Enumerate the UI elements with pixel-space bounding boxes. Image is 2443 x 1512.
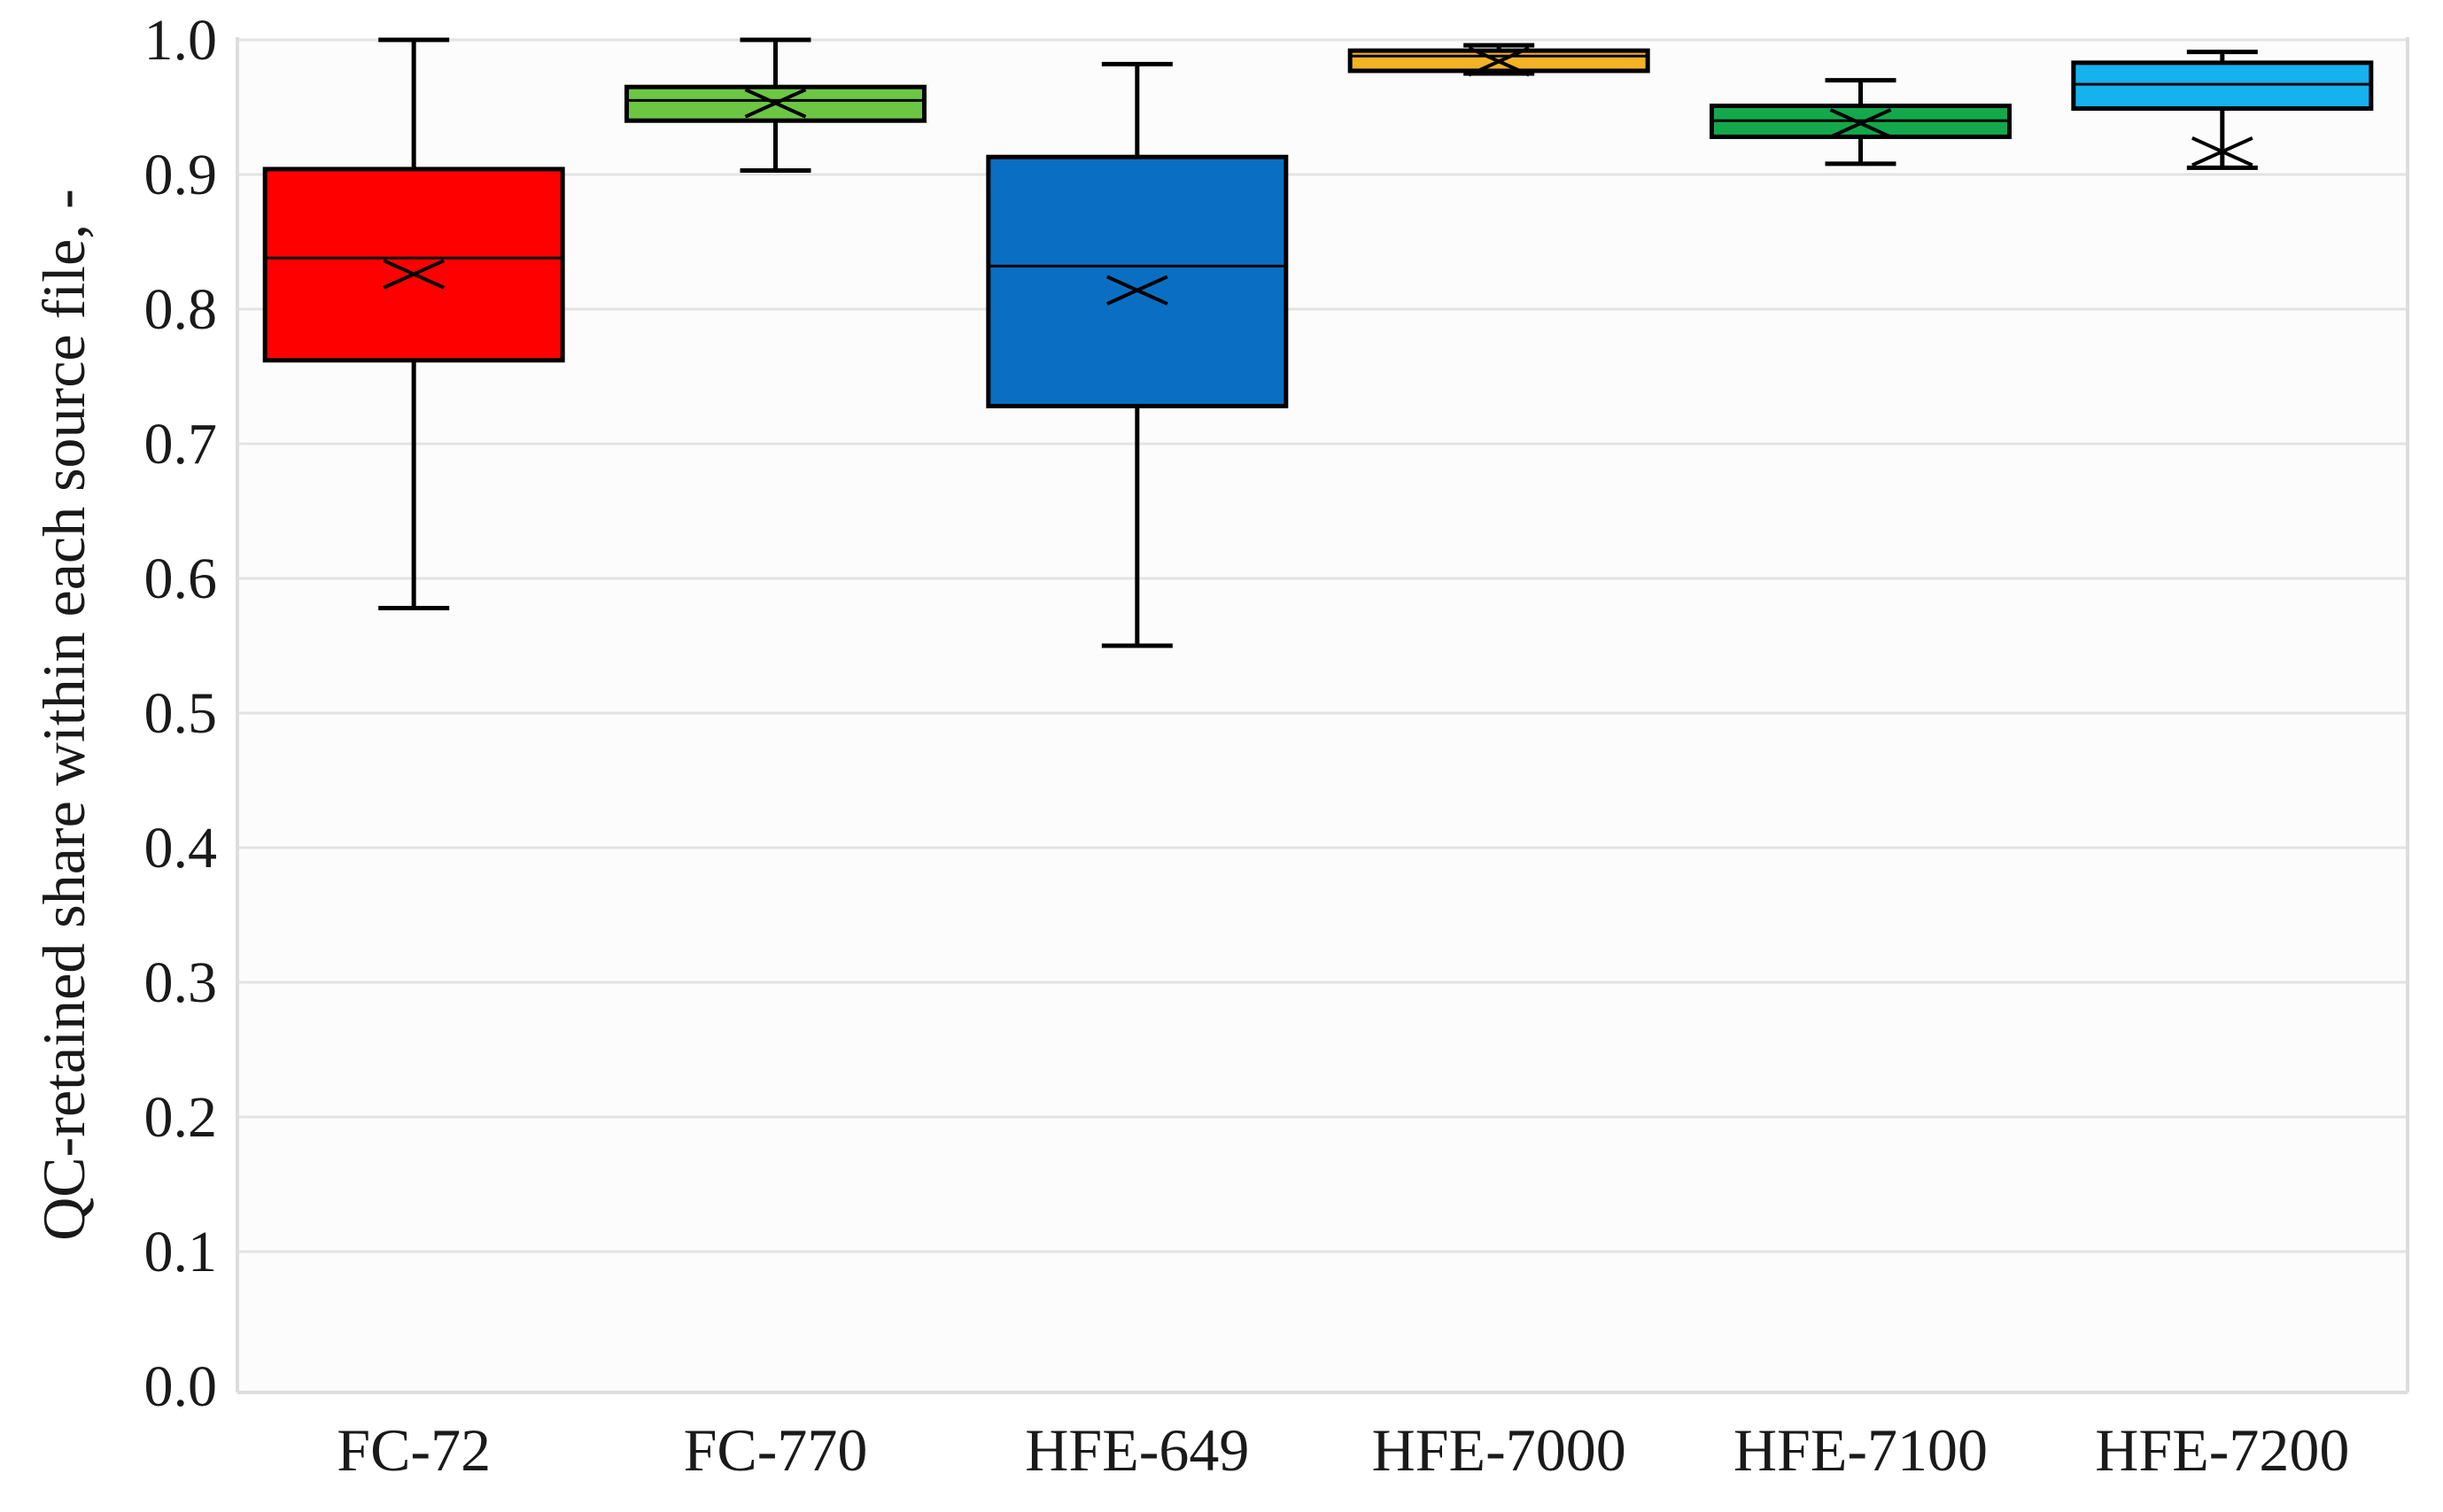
box-hfe-7000 — [1347, 43, 1650, 77]
y-tick-label: 0.3 — [144, 950, 218, 1015]
box-hfe-649 — [986, 61, 1289, 648]
mean-marker — [383, 259, 445, 290]
iqr-box — [2071, 60, 2374, 112]
gridlines — [237, 38, 2408, 1253]
box-hfe-7200 — [2071, 50, 2374, 170]
y-tick-label: 1.0 — [144, 8, 218, 73]
box-series — [262, 37, 2374, 648]
y-tick-label: 0.1 — [144, 1220, 218, 1284]
y-tick-label: 0.4 — [144, 816, 218, 880]
mean-marker — [1829, 108, 1892, 139]
x-tick-label: FC-770 — [684, 1416, 868, 1484]
mean-marker — [744, 88, 807, 119]
y-tick-label: 0.8 — [144, 277, 218, 342]
iqr-box — [262, 167, 565, 363]
box-fc-72 — [262, 37, 565, 610]
mean-marker — [1468, 46, 1530, 77]
box-hfe-7100 — [1710, 78, 2012, 167]
x-tick-label: HFE-649 — [1025, 1416, 1249, 1484]
x-tick-label: FC-72 — [337, 1416, 491, 1484]
y-axis-title: QC-retained share within each source fil… — [30, 189, 97, 1241]
mean-marker — [1106, 275, 1168, 306]
x-tick-label: HFE-7000 — [1372, 1416, 1626, 1484]
iqr-box — [986, 154, 1289, 408]
x-tick-label: HFE-7200 — [2095, 1416, 2349, 1484]
plot-area — [237, 37, 2408, 1392]
y-tick-label: 0.9 — [144, 143, 218, 207]
mean-marker — [2191, 136, 2253, 167]
y-tick-label: 0.7 — [144, 412, 218, 477]
plot-frame — [236, 37, 2409, 1394]
x-axis-ticks: FC-72 FC-770 HFE-649 HFE-7000 HFE-7100 HFE-72… — [337, 1416, 2349, 1484]
y-tick-label: 0.6 — [144, 547, 218, 611]
y-tick-label: 0.2 — [144, 1085, 218, 1150]
y-tick-label: 0.5 — [144, 681, 218, 746]
box-fc-770 — [624, 37, 927, 173]
y-axis-ticks: 0.0 0.1 0.2 0.3 0.4 0.5 0.6 0.7 0.8 0.9 1.0 — [144, 8, 218, 1419]
x-tick-label: HFE-7100 — [1733, 1416, 1988, 1484]
y-tick-label: 0.0 — [144, 1354, 218, 1419]
